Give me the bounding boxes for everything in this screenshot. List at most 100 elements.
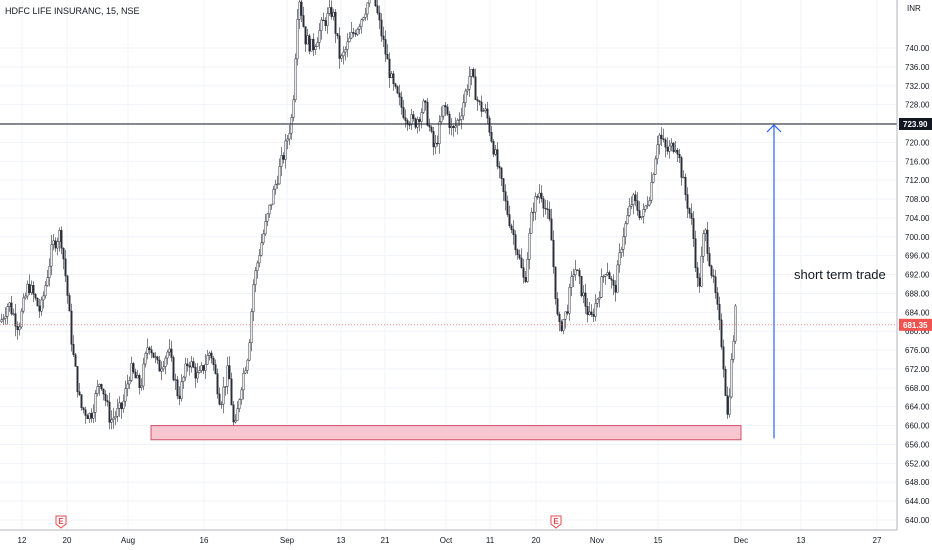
candle <box>210 350 213 364</box>
candle-body <box>604 274 607 277</box>
candle <box>166 349 169 365</box>
candle-body <box>366 2 369 15</box>
candle <box>532 202 535 222</box>
candle <box>634 190 637 207</box>
candle-body <box>330 7 333 17</box>
candle <box>506 195 509 217</box>
candle-body <box>514 234 517 251</box>
candle <box>146 338 149 360</box>
candle <box>180 374 183 402</box>
candle-body <box>64 258 67 277</box>
candle-body <box>216 373 219 395</box>
candle <box>402 99 405 120</box>
candle <box>628 198 631 217</box>
candle <box>572 268 575 287</box>
candle <box>142 357 145 391</box>
candle-body <box>706 229 709 254</box>
candle-body <box>42 295 45 301</box>
candle <box>734 304 737 345</box>
candle <box>218 387 221 406</box>
candle <box>354 29 357 38</box>
candle <box>284 133 287 169</box>
candle <box>102 388 105 401</box>
candle-body <box>260 242 263 256</box>
candle <box>500 166 503 186</box>
candle <box>92 404 95 423</box>
candle-body <box>424 100 427 103</box>
candle <box>392 70 395 91</box>
candle <box>632 192 635 215</box>
candle <box>16 321 19 340</box>
candle-body <box>452 126 455 128</box>
candle-body <box>472 68 475 78</box>
candle-body <box>266 213 269 222</box>
candle-body <box>522 267 525 278</box>
candle-body <box>434 142 437 148</box>
candle-body <box>558 313 561 323</box>
candle-body <box>346 41 349 50</box>
candle-body <box>640 216 643 219</box>
candle <box>672 141 675 154</box>
candle-body <box>180 381 183 399</box>
candle-body <box>460 115 463 120</box>
candle <box>720 313 723 350</box>
candle-body <box>426 101 429 126</box>
candle <box>290 113 293 140</box>
candle-body <box>410 114 413 125</box>
candle-body <box>274 184 277 190</box>
candle-body <box>456 119 459 127</box>
candle-body <box>422 100 425 113</box>
candle-body <box>242 372 245 391</box>
candle-body <box>332 11 335 17</box>
candle <box>280 147 283 177</box>
candle-body <box>358 26 361 30</box>
price-tick-label: 648.00 <box>905 478 930 487</box>
candle-body <box>700 255 703 287</box>
candle <box>394 82 397 89</box>
candle-body <box>40 299 43 312</box>
candle-body <box>254 270 257 285</box>
candle <box>442 105 445 120</box>
candle-body <box>308 35 311 52</box>
candle-body <box>508 214 511 227</box>
candle-body <box>430 126 433 132</box>
price-axis[interactable]: 640.00 644.00 648.00 652.00 656.00 660.00 664.… <box>896 0 932 530</box>
candle-body <box>562 319 565 331</box>
candle <box>282 152 285 164</box>
candle <box>350 22 353 40</box>
candle <box>292 95 295 122</box>
candle-body <box>368 0 371 4</box>
candle <box>588 301 591 316</box>
candle-body <box>258 255 261 264</box>
price-tick-label: 712.00 <box>905 176 930 185</box>
candle-body <box>32 285 35 295</box>
candle-body <box>458 119 461 121</box>
candle <box>126 374 129 397</box>
candle-body <box>498 166 501 169</box>
candle <box>66 274 69 304</box>
candle-body <box>320 19 323 31</box>
candle-body <box>44 285 47 297</box>
candle-body <box>354 33 357 35</box>
candle-body <box>538 192 541 198</box>
candle-body <box>306 35 309 45</box>
candle-body <box>182 376 185 382</box>
candle <box>96 379 99 397</box>
candle-body <box>186 363 189 367</box>
candle <box>466 84 469 96</box>
candle-body <box>244 370 247 374</box>
price-badge-bg <box>899 318 932 331</box>
candle-body <box>626 215 629 224</box>
candle <box>318 23 321 50</box>
time-axis[interactable]: 12 20 Aug 16 Sep 13 21 Oct 11 20 Nov 15 Dec 13 27 <box>0 529 897 545</box>
candle <box>232 401 235 426</box>
candle-body <box>608 272 611 280</box>
price-tick-label: 680.00 <box>905 327 930 336</box>
candle <box>130 356 133 383</box>
candle-body <box>454 125 457 128</box>
candle <box>584 283 587 315</box>
candle <box>486 101 489 124</box>
candle-body <box>168 348 171 353</box>
candle <box>40 296 43 316</box>
